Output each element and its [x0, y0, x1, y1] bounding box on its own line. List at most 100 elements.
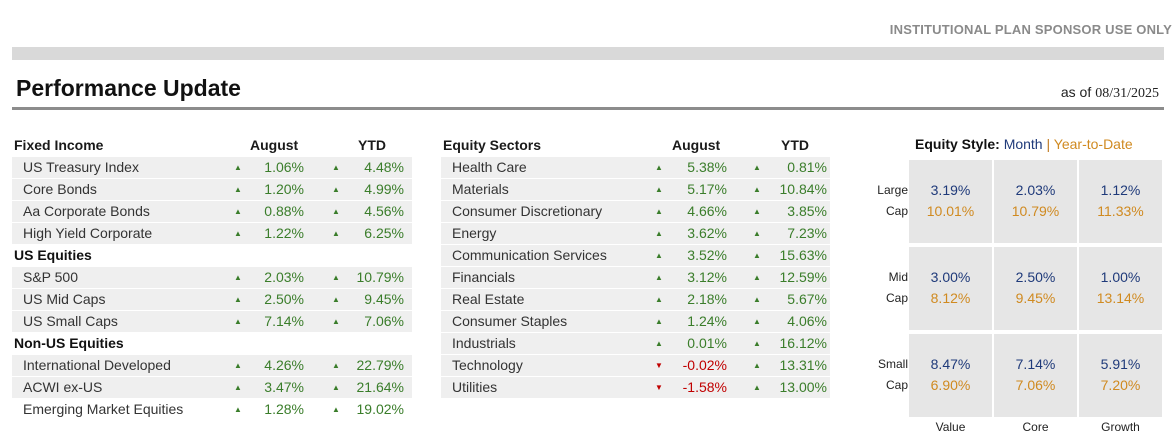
month-return: 5.38% [687, 159, 727, 175]
row-label: Technology [452, 357, 523, 373]
ytd-return: 7.06% [364, 313, 404, 329]
month-legend: Month [1003, 136, 1043, 152]
table-header: Fixed Income August YTD [12, 137, 412, 155]
down-arrow-icon: ▼ [655, 383, 663, 392]
table-row: International Developed ▲ 4.26% ▲ 22.79% [12, 355, 412, 376]
up-arrow-icon: ▲ [753, 185, 761, 194]
up-arrow-icon: ▲ [332, 405, 340, 414]
up-arrow-icon: ▲ [753, 251, 761, 260]
row-label-line: Large [877, 183, 908, 197]
style-month-value: 2.50% [1015, 269, 1056, 285]
header-month: August [672, 137, 721, 153]
up-arrow-icon: ▲ [234, 295, 242, 304]
ytd-return: 10.79% [356, 269, 404, 285]
style-row-label: Large Cap [868, 180, 908, 222]
up-arrow-icon: ▲ [332, 273, 340, 282]
ytd-return: 16.12% [779, 335, 827, 351]
legend-separator: | [1046, 136, 1051, 152]
section-label: Non-US Equities [14, 335, 124, 351]
table-row: Technology ▼ -0.02% ▲ 13.31% [441, 355, 830, 376]
up-arrow-icon: ▲ [332, 207, 340, 216]
row-label: Emerging Market Equities [23, 401, 184, 417]
table-row: US Small Caps ▲ 7.14% ▲ 7.06% [12, 311, 412, 332]
row-label: US Mid Caps [23, 291, 106, 307]
ytd-return: 4.06% [787, 313, 827, 329]
header-month: August [250, 137, 299, 153]
table-row: Real Estate ▲ 2.18% ▲ 5.67% [441, 289, 830, 310]
style-month-value: 2.03% [1015, 182, 1056, 198]
up-arrow-icon: ▲ [234, 405, 242, 414]
up-arrow-icon: ▲ [655, 295, 663, 304]
style-month-value: 1.12% [1100, 182, 1141, 198]
section-label: US Equities [14, 247, 92, 263]
month-return: 7.14% [264, 313, 304, 329]
month-return: 0.01% [687, 335, 727, 351]
up-arrow-icon: ▲ [753, 361, 761, 370]
up-arrow-icon: ▲ [332, 185, 340, 194]
month-return: 2.03% [264, 269, 304, 285]
month-return: 1.22% [264, 225, 304, 241]
style-col-label: Growth [1101, 420, 1140, 434]
row-label: Energy [452, 225, 497, 241]
ytd-return: 15.63% [779, 247, 827, 263]
style-month-value: 3.00% [930, 269, 971, 285]
up-arrow-icon: ▲ [234, 163, 242, 172]
ytd-return: 4.48% [364, 159, 404, 175]
up-arrow-icon: ▲ [332, 361, 340, 370]
up-arrow-icon: ▲ [753, 383, 761, 392]
style-box: 3.00% 8.12% [909, 247, 992, 330]
table-row: Health Care ▲ 5.38% ▲ 0.81% [441, 157, 830, 178]
month-return: 4.66% [687, 203, 727, 219]
up-arrow-icon: ▲ [332, 383, 340, 392]
row-label: S&P 500 [23, 269, 79, 285]
row-label: Real Estate [452, 291, 525, 307]
equity-style-header: Equity Style: Month | Year-to-Date [915, 136, 1133, 152]
ytd-return: 9.45% [364, 291, 404, 307]
month-return: -1.58% [682, 379, 727, 395]
style-box: 2.50% 9.45% [994, 247, 1077, 330]
ytd-return: 13.00% [779, 379, 827, 395]
table-row: Communication Services ▲ 3.52% ▲ 15.63% [441, 245, 830, 266]
row-label: International Developed [23, 357, 171, 373]
table-row: Energy ▲ 3.62% ▲ 7.23% [441, 223, 830, 244]
ytd-return: 3.85% [787, 203, 827, 219]
table-row: US Treasury Index ▲ 1.06% ▲ 4.48% [12, 157, 412, 178]
table-row: Emerging Market Equities ▲ 1.28% ▲ 19.02% [12, 399, 412, 420]
style-ytd-value: 10.01% [926, 203, 975, 219]
month-return: 5.17% [687, 181, 727, 197]
ytd-return: 0.81% [787, 159, 827, 175]
title-rule [12, 107, 1164, 110]
ytd-return: 21.64% [356, 379, 404, 395]
table-header: Equity Sectors August YTD [441, 137, 830, 155]
style-row-label: Mid Cap [868, 267, 908, 309]
month-return: 2.18% [687, 291, 727, 307]
up-arrow-icon: ▲ [332, 229, 340, 238]
table-row: Consumer Staples ▲ 1.24% ▲ 4.06% [441, 311, 830, 332]
style-box: 3.19% 10.01% [909, 160, 992, 243]
down-arrow-icon: ▼ [655, 361, 663, 370]
header-bar [12, 47, 1164, 60]
row-label: Financials [452, 269, 516, 285]
ytd-return: 12.59% [779, 269, 827, 285]
up-arrow-icon: ▲ [234, 273, 242, 282]
up-arrow-icon: ▲ [234, 317, 242, 326]
row-label-line: Mid [888, 270, 908, 284]
as-of-label: as of [1060, 84, 1092, 100]
row-label-line: Small [877, 357, 908, 371]
header-category: Fixed Income [14, 137, 104, 153]
row-label: Industrials [452, 335, 516, 351]
month-return: 4.26% [264, 357, 304, 373]
up-arrow-icon: ▲ [234, 185, 242, 194]
month-return: 1.28% [264, 401, 304, 417]
style-box: 5.91% 7.20% [1079, 334, 1162, 417]
month-return: 2.50% [264, 291, 304, 307]
row-label-line: Cap [885, 291, 908, 305]
up-arrow-icon: ▲ [655, 317, 663, 326]
up-arrow-icon: ▲ [655, 339, 663, 348]
style-ytd-value: 9.45% [1015, 290, 1056, 306]
ytd-return: 13.31% [779, 357, 827, 373]
month-return: 3.47% [264, 379, 304, 395]
section-row: US Equities [12, 245, 412, 266]
style-box: 7.14% 7.06% [994, 334, 1077, 417]
row-label: Health Care [452, 159, 527, 175]
